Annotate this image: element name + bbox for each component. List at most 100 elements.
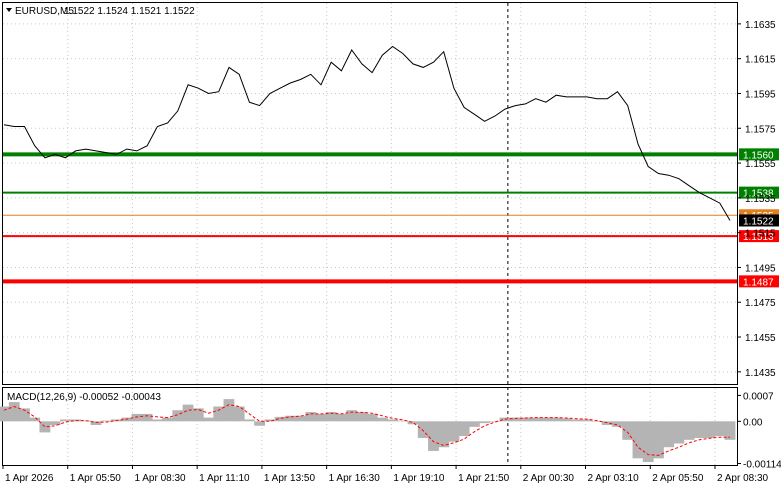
time-tick-label: 2 Apr 03:10 xyxy=(588,473,640,484)
macd-histogram-bar xyxy=(724,421,736,440)
macd-histogram-bar xyxy=(366,413,378,422)
macd-histogram-bar xyxy=(479,421,491,424)
level-badge-label: 1.1522 xyxy=(743,216,774,227)
macd-histogram-bar xyxy=(346,410,358,422)
macd-plot-frame xyxy=(2,387,738,466)
time-tick-label: 1 Apr 2026 xyxy=(5,473,54,484)
macd-histogram-bar xyxy=(182,404,194,422)
macd-histogram-bar xyxy=(407,421,419,425)
price-tick-label: 1.1475 xyxy=(745,298,776,309)
macd-histogram-bar xyxy=(243,419,255,422)
time-tick-label: 2 Apr 08:30 xyxy=(717,473,769,484)
macd-axis: 0.0007 0.00 -0.00114 xyxy=(737,391,781,471)
macd-histogram-bar xyxy=(325,412,337,422)
price-tick-label: 1.1535 xyxy=(745,194,776,205)
macd-histogram-bar xyxy=(356,412,368,422)
macd-histogram-bar xyxy=(571,419,583,422)
price-tick-label: 1.1595 xyxy=(745,89,776,100)
macd-histogram-bar xyxy=(458,421,470,437)
macd-histogram-bar xyxy=(0,406,10,422)
price-plot-frame xyxy=(2,2,738,385)
level-badge xyxy=(739,214,779,227)
level-badge xyxy=(739,186,779,199)
price-series-line xyxy=(3,45,731,221)
macd-histogram-bar xyxy=(581,419,593,422)
macd-histogram-bar xyxy=(601,421,613,426)
time-tick-label: 1 Apr 19:10 xyxy=(393,473,445,484)
macd-histogram-bar xyxy=(673,421,685,444)
time-tick-label: 2 Apr 00:30 xyxy=(523,473,575,484)
macd-histogram-bar xyxy=(315,413,327,422)
macd-histogram-bar xyxy=(642,421,654,463)
macd-histogram-bar xyxy=(509,417,521,422)
macd-histogram-bar xyxy=(591,421,603,422)
macd-histogram-bar xyxy=(448,421,460,442)
price-tick-label: 1.1575 xyxy=(745,124,776,135)
macd-histogram-bar xyxy=(223,399,235,422)
macd-histogram-bar xyxy=(653,421,664,459)
macd-marks xyxy=(0,399,736,463)
level-badge xyxy=(739,230,779,243)
macd-histogram-bar xyxy=(131,413,143,422)
macd-histogram-bar xyxy=(90,421,102,426)
macd-histogram-bar xyxy=(560,418,572,422)
ohlc-label: 1.1522 1.1524 1.1521 1.1522 xyxy=(64,6,195,17)
macd-histogram-bar xyxy=(550,417,562,422)
macd-signal-line xyxy=(3,404,730,456)
macd-label: MACD(12,26,9) -0.00052 -0.00043 xyxy=(7,392,161,403)
macd-histogram-bar xyxy=(489,421,501,422)
macd-histogram-bar xyxy=(663,421,675,448)
macd-histogram-bar xyxy=(540,417,552,422)
macd-histogram-bar xyxy=(468,421,480,427)
macd-histogram-bar xyxy=(264,419,276,422)
macd-histogram-bar xyxy=(19,408,30,422)
macd-histogram-bar xyxy=(141,413,153,422)
time-tick-label: 1 Apr 13:50 xyxy=(264,473,316,484)
macd-histogram-bar xyxy=(612,421,623,427)
macd-histogram-bar xyxy=(213,406,225,422)
macd-histogram-bar xyxy=(520,417,531,422)
price-tick-label: 1.1635 xyxy=(745,20,776,31)
level-badge xyxy=(739,275,779,288)
price-axis: 1.16351.16151.15951.15751.15551.15351.15… xyxy=(737,20,776,379)
macd-histogram-bar xyxy=(192,408,204,422)
level-badge xyxy=(739,148,779,161)
time-tick-label: 1 Apr 16:30 xyxy=(329,473,381,484)
macd-histogram-bar xyxy=(274,416,286,422)
macd-histogram-bar xyxy=(162,417,174,422)
macd-histogram-bar xyxy=(172,410,184,422)
level-badge-label: 1.1560 xyxy=(743,150,774,161)
macd-histogram-bar xyxy=(693,421,705,438)
macd-histogram-bar xyxy=(397,420,409,422)
macd-histogram-bar xyxy=(59,419,71,422)
level-badge-label: 1.1513 xyxy=(743,232,774,243)
macd-histogram-bar xyxy=(70,419,81,422)
time-tick-label: 2 Apr 05:50 xyxy=(652,473,704,484)
macd-histogram-bar xyxy=(438,421,450,448)
macd-histogram-bar xyxy=(387,419,398,422)
macd-tick-label: -0.00114 xyxy=(743,460,781,471)
price-grid xyxy=(3,3,737,465)
price-marks xyxy=(3,45,731,221)
macd-histogram-bar xyxy=(39,421,51,433)
macd-histogram-bar xyxy=(632,421,644,459)
collapse-triangle-icon[interactable] xyxy=(6,8,12,12)
macd-histogram-bar xyxy=(622,421,634,440)
symbol-label: EURUSD,M5 xyxy=(15,6,74,17)
macd-histogram-bar xyxy=(151,419,163,422)
macd-histogram-bar xyxy=(233,406,245,422)
time-axis: 1 Apr 2026 1 Apr 05:50 1 Apr 08:30 1 Apr 11… xyxy=(2,465,769,484)
macd-histogram-bar xyxy=(295,415,306,422)
level-badge-label: 1.1487 xyxy=(743,277,774,288)
macd-tick-label: 0.0007 xyxy=(743,391,774,402)
macd-histogram-bar xyxy=(100,420,112,422)
macd-histogram-bar xyxy=(428,421,439,451)
macd-histogram-bar xyxy=(305,412,317,422)
time-tick-label: 1 Apr 21:50 xyxy=(458,473,510,484)
macd-histogram-bar xyxy=(530,417,542,422)
time-tick-label: 1 Apr 05:50 xyxy=(70,473,122,484)
macd-histogram-bar xyxy=(29,417,41,422)
price-tick-label: 1.1455 xyxy=(745,333,776,344)
